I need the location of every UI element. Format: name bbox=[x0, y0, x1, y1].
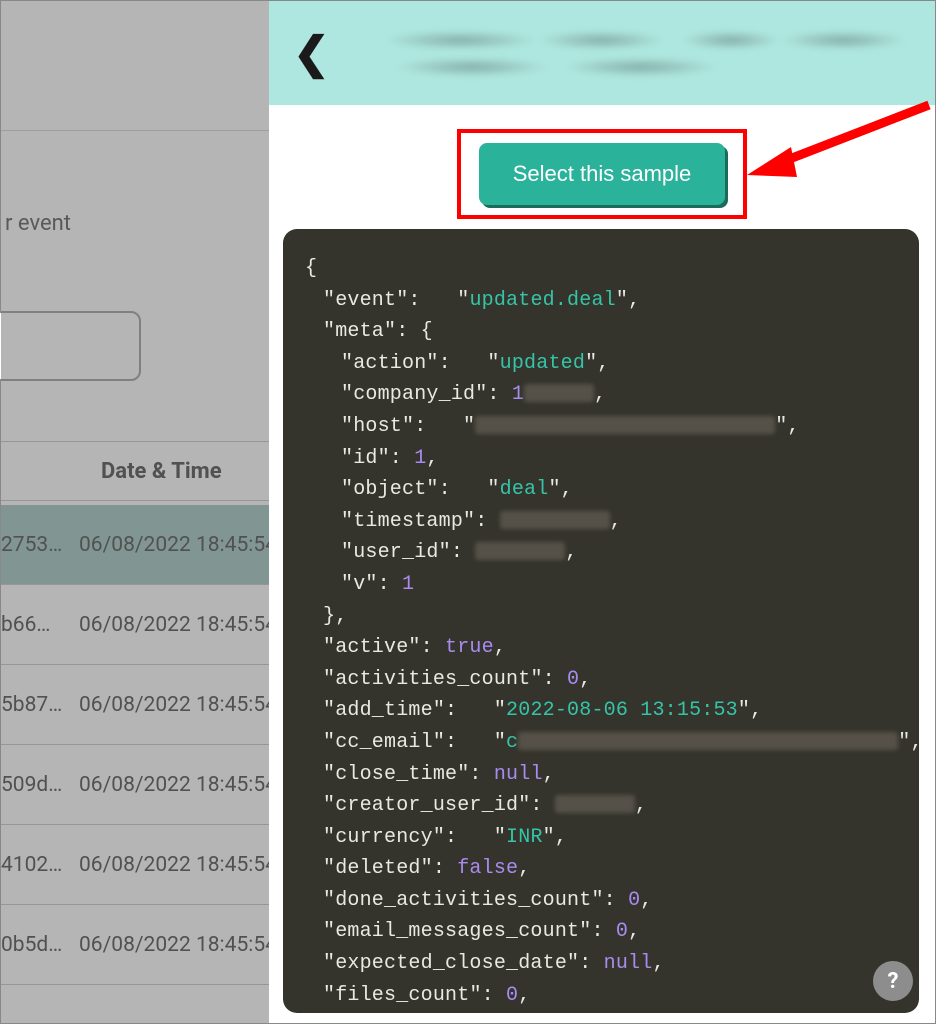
row-id: 2753… bbox=[1, 533, 71, 557]
json-value: deal bbox=[500, 478, 549, 501]
redacted-value bbox=[524, 384, 594, 402]
redacted-value bbox=[500, 511, 610, 529]
json-value: c bbox=[506, 731, 518, 754]
back-icon[interactable]: ❮ bbox=[293, 31, 348, 75]
row-datetime: 06/08/2022 18:45:54 bbox=[79, 773, 277, 797]
redacted-value bbox=[518, 732, 898, 750]
redacted-value bbox=[555, 795, 635, 813]
row-datetime: 06/08/2022 18:45:54 bbox=[79, 533, 277, 557]
input-box bbox=[0, 311, 141, 381]
help-button[interactable]: ? bbox=[873, 961, 913, 1001]
json-value: 0 bbox=[506, 984, 518, 1007]
json-value: 1 bbox=[402, 573, 414, 596]
json-value: updated.deal bbox=[469, 289, 615, 312]
help-icon: ? bbox=[888, 969, 899, 994]
json-value: 1 bbox=[414, 447, 426, 470]
json-value: 0 bbox=[616, 920, 628, 943]
panel-header: ❮ bbox=[269, 1, 935, 105]
event-label: r event bbox=[1, 211, 71, 236]
row-datetime: 06/08/2022 18:45:54 bbox=[79, 693, 277, 717]
row-datetime: 06/08/2022 18:45:54 bbox=[79, 853, 277, 877]
row-id: b66… bbox=[1, 613, 71, 637]
json-value: 1 bbox=[512, 383, 524, 406]
json-value: 0 bbox=[567, 668, 579, 691]
row-id: 5b87… bbox=[1, 693, 71, 717]
json-value: 0 bbox=[628, 889, 640, 912]
select-sample-button[interactable]: Select this sample bbox=[479, 143, 726, 205]
row-datetime: 06/08/2022 18:45:54 bbox=[79, 933, 277, 957]
annotation-highlight: Select this sample bbox=[457, 129, 748, 219]
json-value: true bbox=[445, 636, 494, 659]
json-value: 2022-08-06 13:15:53 bbox=[506, 699, 738, 722]
row-id: 4102… bbox=[1, 853, 71, 877]
row-datetime: 06/08/2022 18:45:54 bbox=[79, 613, 277, 637]
row-id: 0b5d… bbox=[1, 933, 71, 957]
redacted-value bbox=[475, 416, 775, 434]
json-value: updated bbox=[500, 352, 585, 375]
redacted-value bbox=[475, 542, 565, 560]
json-preview: { "event": "updated.deal", "meta": { "ac… bbox=[283, 229, 919, 1013]
row-id: 509d… bbox=[1, 773, 71, 797]
json-value: false bbox=[457, 857, 518, 880]
column-header-datetime: Date & Time bbox=[101, 459, 222, 484]
panel-title-redacted bbox=[348, 21, 911, 85]
json-value: INR bbox=[506, 826, 543, 849]
